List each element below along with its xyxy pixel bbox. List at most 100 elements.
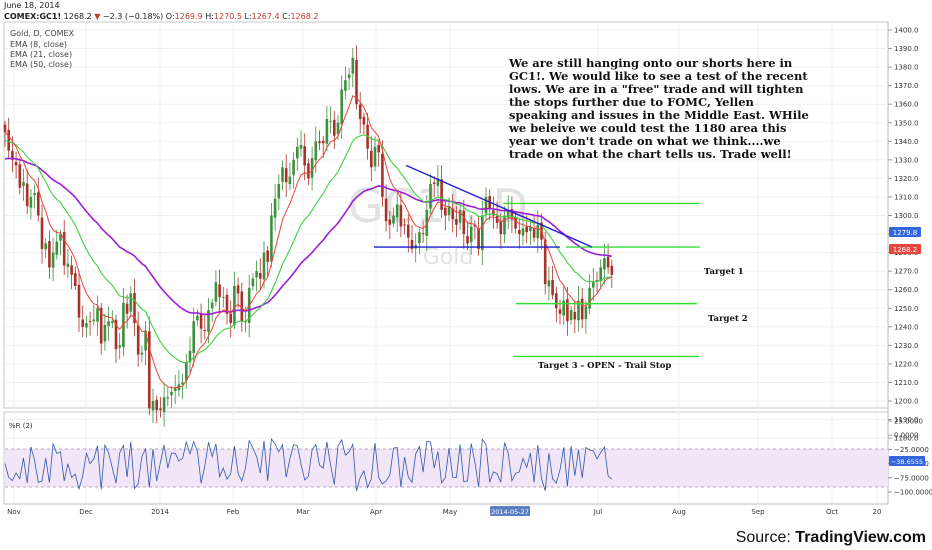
candle-body <box>222 297 225 299</box>
candle-body <box>477 228 480 249</box>
candle-body <box>595 280 599 282</box>
target-levels[interactable] <box>503 202 700 358</box>
ema-21-line <box>4 134 612 364</box>
indicator-tick-label: −25.0000 <box>894 446 929 454</box>
candle-body <box>44 243 47 250</box>
change-down-icon: ▼ <box>94 12 101 21</box>
candle-body <box>66 263 70 267</box>
price-tick-label: 1220.0 <box>894 360 919 368</box>
candle-body <box>88 320 92 322</box>
candle-body <box>325 119 329 144</box>
candle-body <box>255 271 258 278</box>
symbol[interactable]: COMEX:GC1! <box>4 12 62 21</box>
candle-body <box>284 168 288 183</box>
candle-body <box>214 282 218 302</box>
candle-body <box>170 391 173 396</box>
candle-body <box>603 258 606 270</box>
candle-body <box>92 319 96 322</box>
candle-body <box>536 224 540 239</box>
candle-body <box>25 183 29 207</box>
ohlc-close: 1268.2 <box>290 12 319 21</box>
candle-body <box>333 119 336 136</box>
price-tick-label: 1370.0 <box>894 82 919 90</box>
candle-body <box>547 280 551 287</box>
indicator-tick-label: 0.0000 <box>894 432 919 440</box>
legend-ema8[interactable]: EMA (8, close) <box>10 40 67 49</box>
candle-body <box>210 302 214 309</box>
candle-body <box>592 282 595 288</box>
candle-body <box>148 331 151 409</box>
legend-ema50[interactable]: EMA (50, close) <box>10 60 73 69</box>
candle-body <box>484 196 488 214</box>
candle-body <box>122 302 125 348</box>
candle-body <box>29 196 33 208</box>
price-tick-label: 1330.0 <box>894 156 919 164</box>
candle-body <box>573 312 577 320</box>
candle-body <box>499 220 503 235</box>
candle-body <box>410 239 414 249</box>
candle-body <box>251 278 255 287</box>
ohlc-low: 1267.4 <box>251 12 280 21</box>
candle-body <box>266 250 269 262</box>
symbol-header: COMEX:GC1! 1268.2 ▼ −2.3 (−0.18%) O:1269… <box>4 12 318 21</box>
candle-body <box>114 319 118 350</box>
candle-body <box>218 284 221 298</box>
time-tick-label: Nov <box>7 508 21 516</box>
candle-body <box>577 300 580 321</box>
candlesticks <box>3 45 614 427</box>
candle-body <box>99 307 103 344</box>
candle-body <box>129 293 133 312</box>
time-tick-label: Mar <box>296 508 309 516</box>
candle-body <box>196 315 199 321</box>
candle-body <box>458 209 462 223</box>
candle-body <box>173 388 177 391</box>
gridlines <box>5 29 888 439</box>
candle-body <box>74 273 77 286</box>
candle-body <box>207 310 210 333</box>
price-tick-label: 1250.0 <box>894 305 919 313</box>
candle-body <box>481 215 484 251</box>
candle-body <box>432 182 436 184</box>
candle-body <box>22 182 25 186</box>
candle-body <box>11 151 14 160</box>
price-badge-upper: 1279.8 <box>889 227 921 237</box>
candle-body <box>370 150 373 168</box>
candle-body <box>399 205 403 227</box>
ohlc-high: 1270.5 <box>213 12 242 21</box>
candle-body <box>384 198 388 222</box>
candle-body <box>192 321 195 354</box>
candle-body <box>529 226 532 232</box>
candle-body <box>136 325 140 355</box>
candle-body <box>259 273 262 279</box>
candle-body <box>185 362 188 381</box>
resistance-trendline[interactable] <box>405 164 593 248</box>
candle-body <box>155 399 158 411</box>
ema-8-line <box>4 95 612 389</box>
time-tick-label: Jul <box>593 508 603 516</box>
trendlines[interactable] <box>374 164 593 248</box>
price-tick-label: 1190.0 <box>894 416 919 424</box>
price-tick-label: 1380.0 <box>894 64 919 72</box>
candle-body <box>307 163 310 179</box>
candle-body <box>462 210 466 235</box>
candle-body <box>429 183 432 209</box>
candle-body <box>107 321 110 326</box>
legend-title[interactable]: Gold, D, COMEX <box>10 29 75 38</box>
price-tick-label: 1210.0 <box>894 379 919 387</box>
price-badge-last: 1268.2 <box>889 244 921 254</box>
candle-body <box>310 157 314 178</box>
indicator-badge-text: −38.6555 <box>891 458 923 466</box>
candle-body <box>81 319 84 327</box>
candle-body <box>447 206 451 216</box>
candle-body <box>503 215 506 235</box>
candle-body <box>51 252 55 268</box>
time-axis[interactable]: Nov Dec 2014 Feb Mar Apr May 2014-05-27 Jul Aug Se… <box>7 506 881 516</box>
candle-body <box>473 224 477 227</box>
candle-body <box>566 299 569 322</box>
candle-body <box>358 104 362 120</box>
candle-body <box>492 210 495 216</box>
legend-ema21[interactable]: EMA (21, close) <box>10 50 73 59</box>
candle-body <box>33 193 36 196</box>
candle-body <box>144 330 147 351</box>
